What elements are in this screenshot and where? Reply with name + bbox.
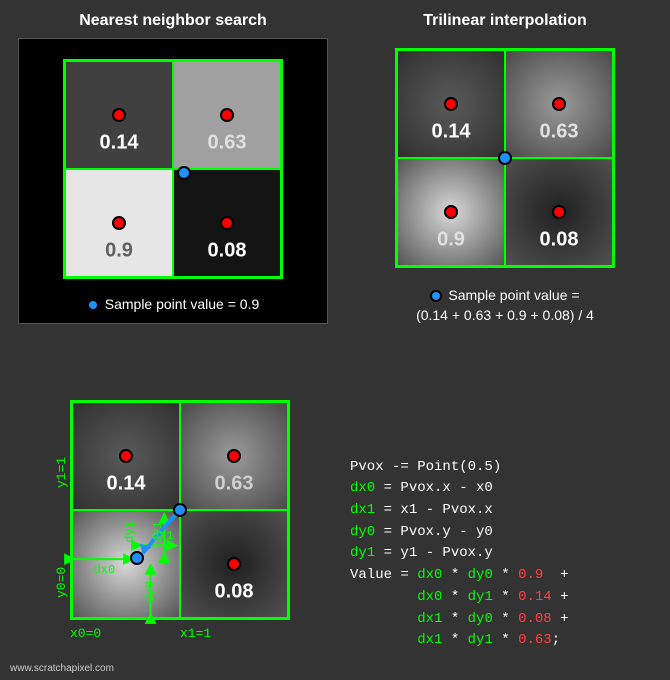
- code-dx1: dx1: [350, 502, 375, 518]
- nn-val-tl: 0.14: [100, 132, 139, 155]
- blue-dot-icon: [430, 290, 442, 302]
- detail-panel: 0.14 0.63 0.08 dx0 dx1 dy0 d: [70, 400, 330, 620]
- nn-val-bl: 0.9: [105, 240, 133, 263]
- red-dot: [552, 205, 566, 219]
- dy0-label: dy0: [143, 581, 157, 603]
- y1-axis: y1=1: [54, 457, 69, 488]
- red-dot: [220, 216, 234, 230]
- tl-val-bl: 0.9: [437, 229, 465, 252]
- nearest-title: Nearest neighbor search: [18, 12, 328, 30]
- blue-dot: [498, 151, 512, 165]
- blue-dot-icon: [87, 299, 99, 311]
- code-dy1: dy1: [350, 545, 375, 561]
- tl-caption-l1: Sample point value =: [448, 287, 579, 303]
- x0-axis: x0=0: [70, 626, 101, 641]
- blue-dot: [177, 166, 191, 180]
- tl-caption-l2: (0.14 + 0.63 + 0.9 + 0.08) / 4: [416, 307, 594, 323]
- tl-caption: Sample point value = (0.14 + 0.63 + 0.9 …: [360, 286, 650, 325]
- y0-axis: y0=0: [54, 567, 69, 598]
- trilinear-title: Trilinear interpolation: [360, 12, 650, 30]
- code-l4b: = Pvox.y - y0: [375, 524, 493, 540]
- red-dot: [444, 205, 458, 219]
- code-dx0: dx0: [350, 480, 375, 496]
- trilinear-grid: 0.14 0.63 0.9 0.08: [395, 48, 615, 268]
- code-l3b: = x1 - Pvox.x: [375, 502, 493, 518]
- code-l5b: = y1 - Pvox.y: [375, 545, 493, 561]
- tl-val-tr: 0.63: [540, 121, 579, 144]
- tl-val-tl: 0.14: [432, 121, 471, 144]
- attribution: www.scratchapixel.com: [10, 663, 114, 674]
- dy1-label2: dy1: [123, 521, 137, 543]
- nn-val-br: 0.08: [208, 240, 247, 263]
- x1-axis: x1=1: [180, 626, 211, 641]
- red-dot: [112, 216, 126, 230]
- code-l2b: = Pvox.x - x0: [375, 480, 493, 496]
- nearest-panel: Nearest neighbor search 0.14 0.63 0.9 0.…: [18, 12, 328, 324]
- nn-caption: Sample point value = 0.9: [54, 295, 292, 315]
- trilinear-panel: Trilinear interpolation 0.14 0.63 0.9 0.…: [360, 12, 650, 325]
- red-dot: [112, 108, 126, 122]
- code-dy0: dy0: [350, 524, 375, 540]
- red-dot: [220, 108, 234, 122]
- detail-grid: 0.14 0.63 0.08 dx0 dx1 dy0 d: [70, 400, 290, 620]
- red-dot: [444, 97, 458, 111]
- nearest-frame: 0.14 0.63 0.9 0.08 Sample point value = …: [18, 38, 328, 324]
- dy1-label: dy1: [151, 521, 165, 543]
- nn-val-tr: 0.63: [208, 132, 247, 155]
- dx0-label: dx0: [94, 563, 116, 577]
- code-block: Pvox -= Point(0.5) dx0 = Pvox.x - x0 dx1…: [350, 435, 569, 652]
- nn-caption-text: Sample point value = 0.9: [105, 296, 260, 312]
- code-l6: Value =: [350, 567, 417, 583]
- blue-dot-center: [173, 503, 187, 517]
- nearest-grid: 0.14 0.63 0.9 0.08: [63, 59, 283, 279]
- tl-val-br: 0.08: [540, 229, 579, 252]
- red-dot: [552, 97, 566, 111]
- blue-dot-sample: [130, 551, 144, 565]
- code-l1: Pvox -= Point(0.5): [350, 459, 501, 475]
